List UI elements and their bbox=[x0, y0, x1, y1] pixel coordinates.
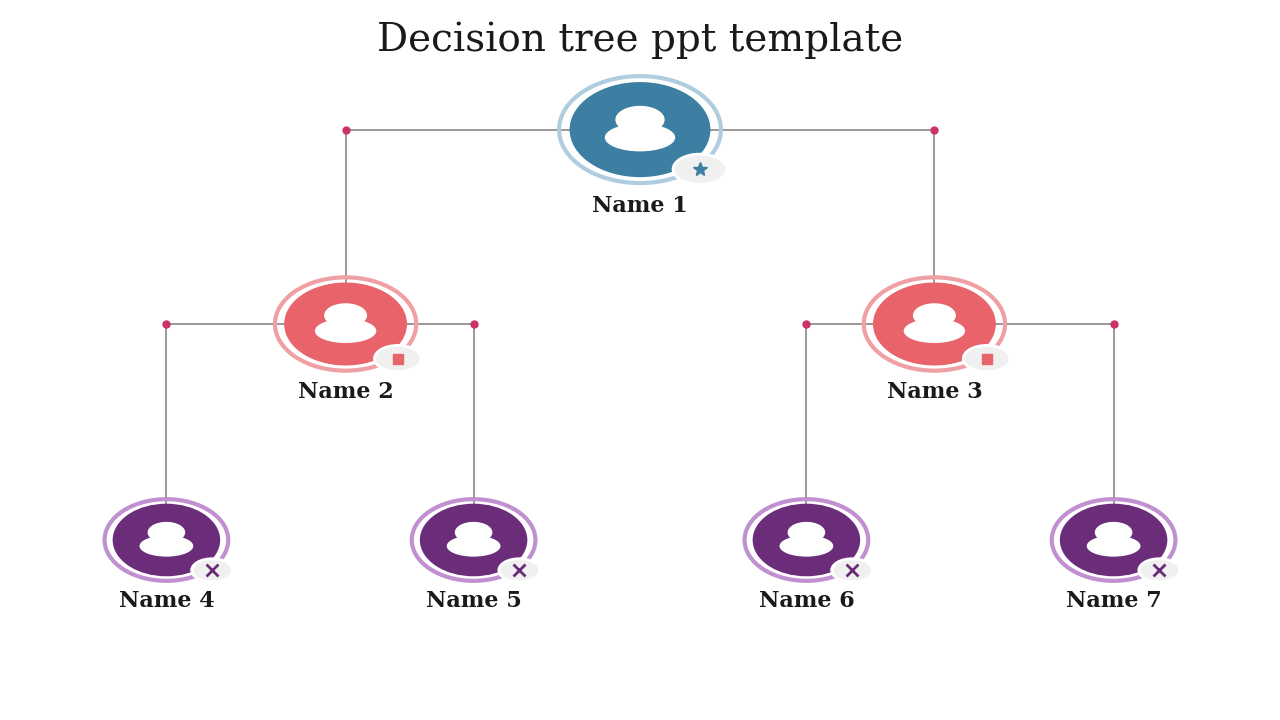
Circle shape bbox=[454, 522, 493, 543]
Circle shape bbox=[913, 303, 956, 328]
Circle shape bbox=[1139, 559, 1180, 582]
Circle shape bbox=[499, 559, 540, 582]
Circle shape bbox=[616, 106, 664, 134]
Ellipse shape bbox=[604, 124, 676, 151]
Circle shape bbox=[324, 303, 367, 328]
Circle shape bbox=[832, 559, 873, 582]
Text: Name 6: Name 6 bbox=[759, 590, 854, 612]
Circle shape bbox=[192, 559, 233, 582]
Ellipse shape bbox=[1087, 536, 1140, 557]
Ellipse shape bbox=[447, 536, 500, 557]
Text: Name 1: Name 1 bbox=[593, 195, 687, 217]
Ellipse shape bbox=[1060, 504, 1167, 576]
Text: Decision tree ppt template: Decision tree ppt template bbox=[376, 22, 904, 59]
Circle shape bbox=[375, 346, 421, 372]
Circle shape bbox=[1094, 522, 1133, 543]
Ellipse shape bbox=[873, 282, 996, 366]
Ellipse shape bbox=[140, 536, 193, 557]
Text: Name 3: Name 3 bbox=[887, 381, 982, 403]
Ellipse shape bbox=[753, 504, 860, 576]
Ellipse shape bbox=[570, 82, 710, 177]
Ellipse shape bbox=[113, 504, 220, 576]
Circle shape bbox=[964, 346, 1010, 372]
Text: Name 5: Name 5 bbox=[426, 590, 521, 612]
Ellipse shape bbox=[780, 536, 833, 557]
Circle shape bbox=[147, 522, 186, 543]
Ellipse shape bbox=[284, 282, 407, 366]
Text: Name 7: Name 7 bbox=[1066, 590, 1161, 612]
Ellipse shape bbox=[315, 319, 376, 343]
Ellipse shape bbox=[904, 319, 965, 343]
Circle shape bbox=[673, 154, 727, 184]
Text: Name 2: Name 2 bbox=[298, 381, 393, 403]
Ellipse shape bbox=[420, 504, 527, 576]
Text: Name 4: Name 4 bbox=[119, 590, 214, 612]
Circle shape bbox=[787, 522, 826, 543]
